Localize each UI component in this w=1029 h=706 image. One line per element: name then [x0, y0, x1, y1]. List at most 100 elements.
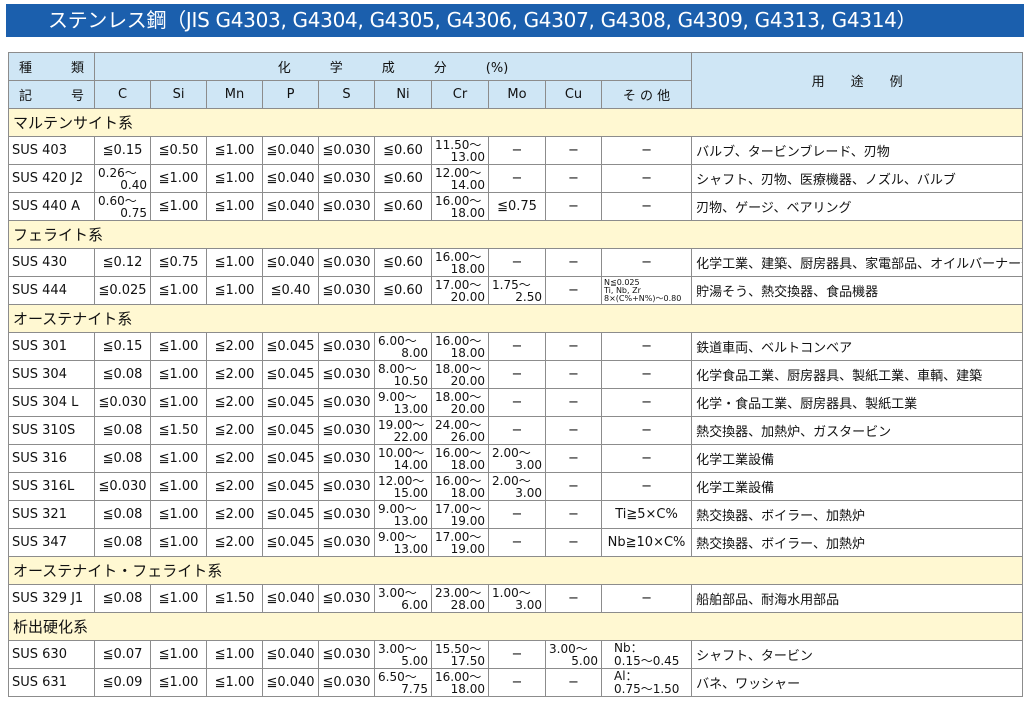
- composition-cell: 1.75〜 2.50: [488, 276, 546, 305]
- composition-cell: ≦1.00: [150, 192, 207, 221]
- steel-grade: SUS 444: [8, 276, 95, 305]
- composition-cell: ≦0.045: [262, 500, 319, 529]
- composition-cell: ≦1.00: [150, 360, 207, 389]
- composition-cell: 0.60〜 0.75: [94, 192, 151, 221]
- stainless-steel-table: 種 類 化 学 成 分 (%) 用 途 例 記 号 C Si Mn P S Ni Cr Mo C…: [7, 52, 1024, 697]
- composition-cell: 17.00〜 19.00: [431, 528, 489, 557]
- table-row: SUS 316L ≦0.030 ≦1.00 ≦2.00 ≦0.045 ≦0.030 12.0…: [8, 472, 1024, 501]
- section-title: オーステナイト系: [7, 304, 1024, 333]
- kind-header: 種 類: [8, 52, 95, 81]
- composition-cell: 12.00〜 15.00: [374, 472, 432, 501]
- composition-cell: −: [545, 584, 602, 613]
- composition-cell: ≦1.00: [150, 444, 207, 473]
- composition-cell: ≦1.00: [206, 276, 263, 305]
- composition-cell: N≦0.025 Ti, Nb, Zr 8×(C%+N%)〜0.80: [600, 276, 693, 305]
- composition-cell: 3.00〜 6.00: [374, 584, 432, 613]
- composition-cell: ≦0.040: [262, 164, 319, 193]
- composition-cell: ≦0.08: [94, 500, 151, 529]
- composition-cell: ≦0.030: [318, 192, 375, 221]
- usage-cell: 熱交換器、ボイラー、加熱炉: [691, 500, 1024, 529]
- composition-cell: −: [488, 136, 546, 165]
- composition-cell: ≦0.08: [94, 584, 151, 613]
- steel-grade: SUS 403: [8, 136, 95, 165]
- section-row: 析出硬化系: [7, 612, 1024, 641]
- composition-cell: ≦1.00: [150, 332, 207, 361]
- composition-cell: 17.00〜 19.00: [431, 500, 489, 529]
- usage-header: 用 途 例: [691, 52, 1024, 109]
- composition-cell: ≦2.00: [206, 332, 263, 361]
- steel-grade: SUS 347: [8, 528, 95, 557]
- composition-cell: ≦0.030: [318, 248, 375, 277]
- composition-cell: ≦0.030: [94, 388, 151, 417]
- composition-cell: ≦1.00: [150, 528, 207, 557]
- composition-cell: ≦0.030: [94, 472, 151, 501]
- composition-cell: Ti≧5×C%: [600, 500, 693, 529]
- composition-cell: 12.00〜 14.00: [431, 164, 489, 193]
- composition-cell: ≦0.12: [94, 248, 151, 277]
- steel-grade: SUS 301: [8, 332, 95, 361]
- composition-cell: ≦0.60: [374, 164, 432, 193]
- composition-cell: 19.00〜 22.00: [374, 416, 432, 445]
- usage-cell: 鉄道車両、ベルトコンベア: [691, 332, 1024, 361]
- composition-cell: −: [545, 164, 602, 193]
- table-row: SUS 347 ≦0.08 ≦1.00 ≦2.00 ≦0.045 ≦0.030 9.00〜 1…: [8, 528, 1024, 557]
- usage-cell: 化学工業設備: [691, 444, 1024, 473]
- composition-cell: 0.26〜 0.40: [94, 164, 151, 193]
- composition-cell: ≦1.00: [150, 388, 207, 417]
- composition-cell: −: [545, 248, 602, 277]
- composition-cell: Al： 0.75〜1.50: [600, 668, 693, 697]
- composition-cell: ≦0.030: [318, 388, 375, 417]
- element-header: S: [318, 80, 375, 109]
- composition-cell: 16.00〜 18.00: [431, 444, 489, 473]
- steel-grade: SUS 310S: [8, 416, 95, 445]
- composition-cell: ≦1.00: [150, 500, 207, 529]
- composition-cell: 9.00〜 13.00: [374, 388, 432, 417]
- composition-cell: ≦2.00: [206, 388, 263, 417]
- composition-cell: ≦0.040: [262, 192, 319, 221]
- composition-cell: 8.00〜 10.50: [374, 360, 432, 389]
- composition-cell: ≦0.030: [318, 332, 375, 361]
- table-row: SUS 310S ≦0.08 ≦1.50 ≦2.00 ≦0.045 ≦0.030 19.00…: [8, 416, 1024, 445]
- composition-cell: 3.00〜 5.00: [545, 640, 602, 669]
- composition-cell: −: [545, 500, 602, 529]
- element-header: Mo: [488, 80, 546, 109]
- composition-cell: 18.00〜 20.00: [431, 360, 489, 389]
- composition-cell: ≦0.07: [94, 640, 151, 669]
- usage-cell: 刃物、ゲージ、ベアリング: [691, 192, 1024, 221]
- composition-cell: ≦0.030: [318, 528, 375, 557]
- composition-cell: ≦1.00: [206, 248, 263, 277]
- steel-grade: SUS 304: [8, 360, 95, 389]
- composition-cell: 11.50〜 13.00: [431, 136, 489, 165]
- composition-cell: −: [488, 332, 546, 361]
- usage-cell: 船舶部品、耐海水用部品: [691, 584, 1024, 613]
- table-row: SUS 630 ≦0.07 ≦1.00 ≦1.00 ≦0.040 ≦0.030 3.00〜 5…: [8, 640, 1024, 669]
- steel-grade: SUS 316: [8, 444, 95, 473]
- composition-cell: ≦0.045: [262, 332, 319, 361]
- composition-cell: 24.00〜 26.00: [431, 416, 489, 445]
- composition-cell: 16.00〜 18.00: [431, 192, 489, 221]
- usage-cell: 化学工業設備: [691, 472, 1024, 501]
- element-header: Ni: [374, 80, 432, 109]
- element-header: Cu: [545, 80, 602, 109]
- composition-cell: −: [488, 416, 546, 445]
- steel-grade: SUS 630: [8, 640, 95, 669]
- composition-cell: ≦1.00: [150, 668, 207, 697]
- composition-cell: ≦1.00: [150, 640, 207, 669]
- composition-cell: −: [600, 192, 693, 221]
- composition-cell: −: [488, 360, 546, 389]
- composition-cell: ≦2.00: [206, 528, 263, 557]
- usage-cell: シャフト、タービン: [691, 640, 1024, 669]
- composition-cell: −: [488, 640, 546, 669]
- composition-cell: ≦0.040: [262, 584, 319, 613]
- composition-cell: −: [545, 360, 602, 389]
- composition-cell: −: [600, 416, 693, 445]
- composition-cell: ≦0.030: [318, 472, 375, 501]
- steel-grade: SUS 440 A: [8, 192, 95, 221]
- section-row: フェライト系: [7, 220, 1024, 249]
- composition-cell: ≦0.045: [262, 444, 319, 473]
- composition-cell: 16.00〜 18.00: [431, 472, 489, 501]
- composition-cell: −: [600, 136, 693, 165]
- page-title: ステンレス鋼（JIS G4303, G4304, G4305, G4306, G…: [6, 4, 1024, 37]
- composition-cell: ≦0.030: [318, 668, 375, 697]
- steel-grade: SUS 316L: [8, 472, 95, 501]
